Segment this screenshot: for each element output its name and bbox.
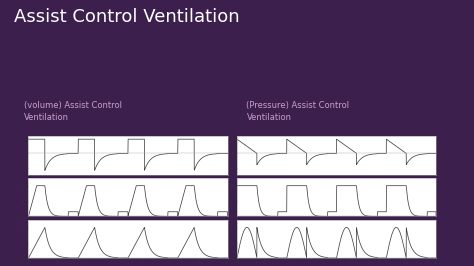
Text: (volume) Assist Control
Ventilation: (volume) Assist Control Ventilation — [24, 101, 122, 122]
Text: (Pressure) Assist Control
Ventilation: (Pressure) Assist Control Ventilation — [246, 101, 350, 122]
Text: Assist Control Ventilation: Assist Control Ventilation — [14, 8, 240, 26]
